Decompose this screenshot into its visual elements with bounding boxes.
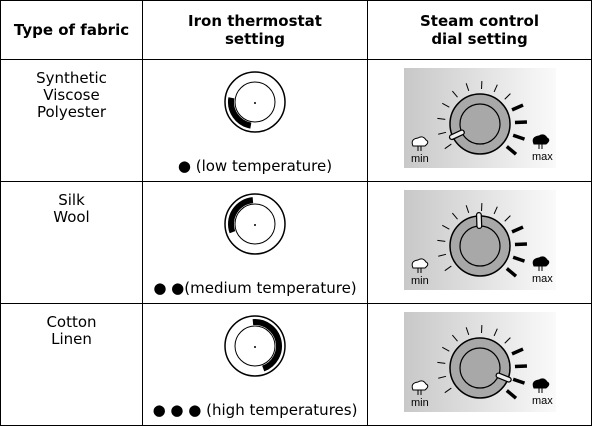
steam-cell: min max [368,182,592,304]
dial-center [254,224,256,226]
fabric-line: Synthetic [1,70,142,87]
page: Type of fabricIron thermostatsettingStea… [0,0,592,427]
steam-cell: min max [368,60,592,182]
fabric-line: Polyester [1,104,142,121]
thermostat-cell: ● (low temperature) [143,60,368,182]
max-label: max [532,273,553,285]
header-text: Type of fabric [1,21,142,39]
steam-dial: min max [404,312,556,412]
thermostat-dial [219,310,291,382]
max-label: max [532,395,553,407]
fabric-line: Wool [1,209,142,226]
min-label: min [411,153,429,165]
knob-inner [460,104,500,144]
dial-center [254,102,256,104]
header-text: setting [143,30,367,48]
steam-cell: min max [368,304,592,426]
header-text: Iron thermostat [143,12,367,30]
thermostat-dial [219,66,291,138]
fabric-table: Type of fabricIron thermostatsettingStea… [0,0,592,426]
thermostat-cell: ● ●(medium temperature) [143,182,368,304]
steam-dial: min max [404,190,556,290]
dial-center [254,346,256,348]
dial-tick [514,366,526,367]
fabric-line: Viscose [1,87,142,104]
thermostat-caption: ● ●(medium temperature) [143,280,367,297]
fabric-line: Silk [1,192,142,209]
thermostat-caption: ● ● ● (high temperatures) [143,402,367,419]
thermostat-dial [219,188,291,260]
min-label: min [411,397,429,409]
fabric-line: Cotton [1,314,142,331]
knob-inner [460,348,500,388]
fabric-line: Linen [1,331,142,348]
thermostat-cell: ● ● ● (high temperatures) [143,304,368,426]
dial-tick [514,244,526,245]
max-label: max [532,151,553,163]
min-label: min [411,275,429,287]
dial-tick [514,122,526,123]
knob-inner [460,226,500,266]
thermostat-caption: ● (low temperature) [143,158,367,175]
header-text: dial setting [368,30,591,48]
header-text: Steam control [368,12,591,30]
column-header: Type of fabric [1,1,143,60]
steam-dial: min max [404,68,556,168]
